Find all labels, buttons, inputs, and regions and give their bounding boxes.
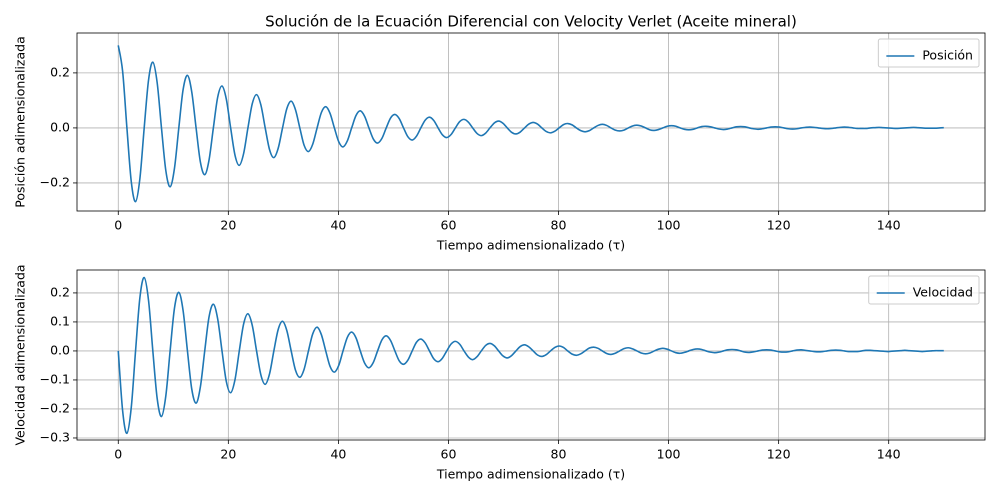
x-tick-label: 20 bbox=[220, 218, 236, 233]
chart-title: Solución de la Ecuación Diferencial con … bbox=[265, 13, 797, 31]
y-tick-label: −0.1 bbox=[40, 371, 70, 386]
x-tick-label: 80 bbox=[551, 447, 567, 462]
legend-box bbox=[877, 38, 980, 68]
y-axis-label: Velocidad adimensionalizada bbox=[13, 264, 28, 445]
series-line bbox=[117, 45, 944, 203]
x-tick-label: 0 bbox=[114, 218, 122, 233]
plot-frame bbox=[76, 32, 986, 212]
series-line bbox=[117, 276, 944, 435]
y-tick-label: −0.3 bbox=[40, 429, 70, 444]
y-tick-label: 0.0 bbox=[50, 342, 70, 357]
legend: Posición bbox=[877, 38, 980, 68]
x-tick-label: 140 bbox=[877, 447, 901, 462]
y-tick-label: −0.2 bbox=[40, 400, 70, 415]
x-axis-label: Tiempo adimensionalizado (τ) bbox=[436, 467, 625, 482]
y-axis-label: Posición adimensionalizada bbox=[13, 36, 28, 207]
y-tick-label: 0.1 bbox=[50, 313, 70, 328]
y-tick-label: 0.0 bbox=[50, 119, 70, 134]
x-tick-label: 40 bbox=[330, 447, 346, 462]
x-tick-label: 140 bbox=[877, 218, 901, 233]
x-tick-label: 0 bbox=[114, 447, 122, 462]
legend-label: Velocidad bbox=[913, 285, 973, 300]
y-tick-label: 0.2 bbox=[50, 64, 70, 79]
x-tick-label: 120 bbox=[767, 218, 791, 233]
x-tick-label: 40 bbox=[330, 218, 346, 233]
legend-box bbox=[868, 275, 980, 305]
x-tick-label: 60 bbox=[441, 447, 457, 462]
y-tick-label: −0.2 bbox=[40, 174, 70, 189]
x-tick-label: 100 bbox=[657, 447, 681, 462]
plot-frame bbox=[76, 269, 986, 441]
legend-label: Posición bbox=[922, 48, 973, 63]
x-tick-label: 100 bbox=[657, 218, 681, 233]
legend: Velocidad bbox=[868, 275, 980, 305]
y-tick-label: 0.2 bbox=[50, 284, 70, 299]
x-tick-label: 120 bbox=[767, 447, 791, 462]
x-tick-label: 80 bbox=[551, 218, 567, 233]
x-axis-label: Tiempo adimensionalizado (τ) bbox=[436, 238, 625, 253]
x-tick-label: 20 bbox=[220, 447, 236, 462]
x-tick-label: 60 bbox=[441, 218, 457, 233]
